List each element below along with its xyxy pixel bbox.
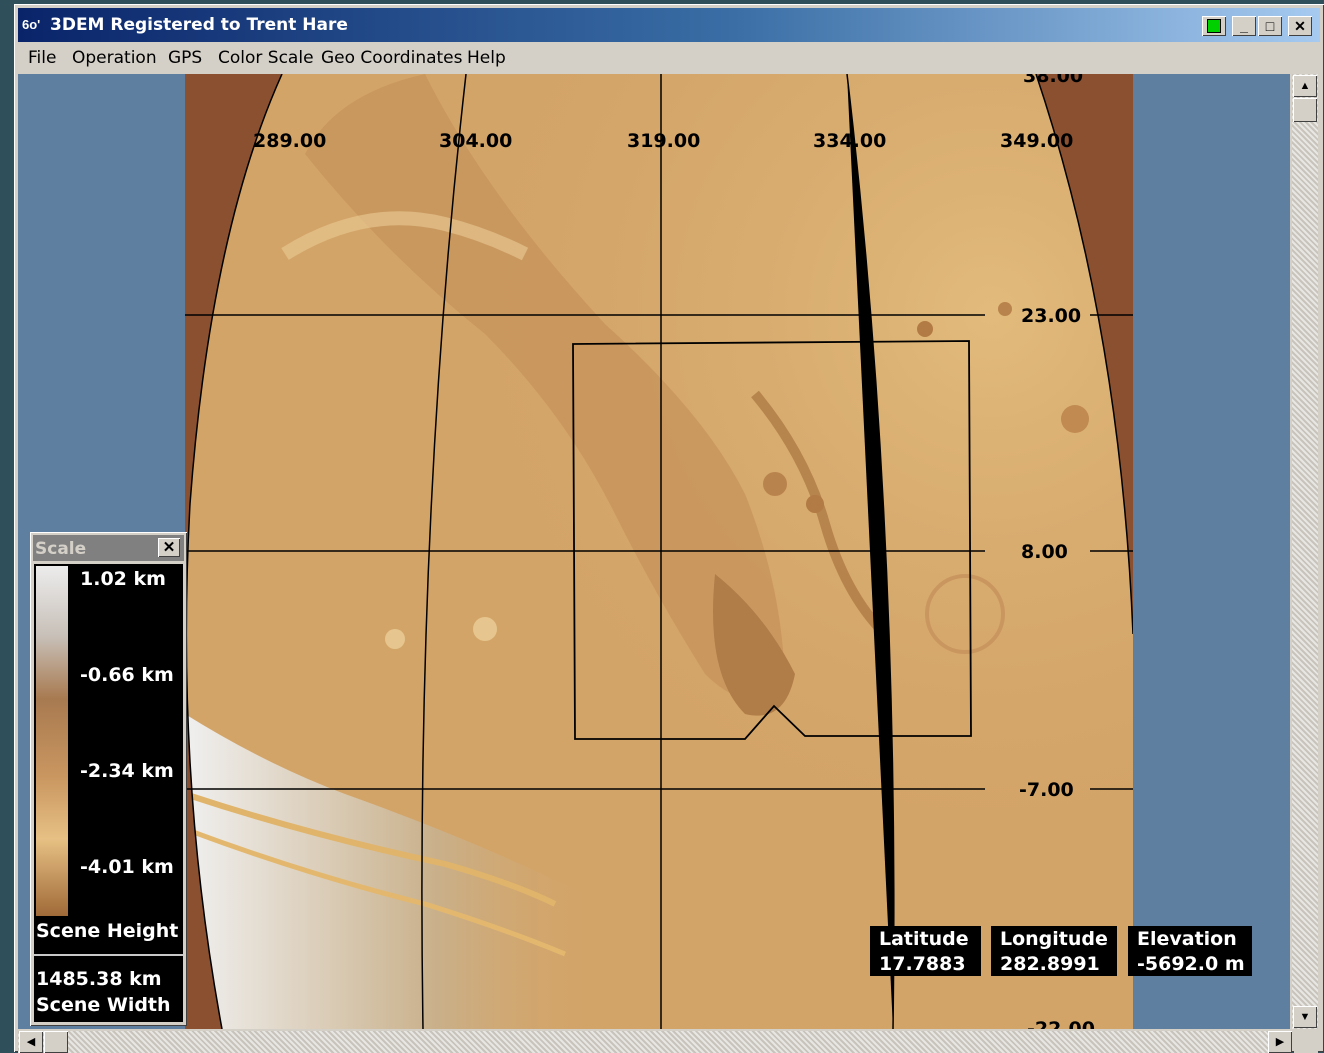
crater: [385, 629, 405, 649]
elevation-label: Elevation: [1137, 928, 1237, 950]
lon-label: 319.00: [627, 130, 700, 152]
horizontal-scroll-thumb[interactable]: [44, 1031, 68, 1053]
lon-label: 289.00: [253, 130, 326, 152]
scale-tick: -2.34 km: [80, 760, 174, 782]
longitude-label: Longitude: [1000, 928, 1108, 950]
scale-tick: -0.66 km: [80, 664, 174, 686]
lat-label-top: 38.00: [1023, 74, 1083, 87]
chaos-terrain: [713, 574, 795, 716]
longitude-readout: Longitude 282.8991: [991, 926, 1117, 976]
canyon-wall: [186, 791, 557, 907]
horizontal-scrollbar[interactable]: ◀ ▶: [18, 1031, 1292, 1053]
outflow-channel: [751, 390, 889, 638]
close-button[interactable]: ✕: [1288, 16, 1312, 36]
crater: [763, 472, 787, 496]
elevation-readout: Elevation -5692.0 m: [1128, 926, 1252, 976]
menu-file[interactable]: File: [28, 48, 57, 68]
elevation-color-ramp: [36, 566, 68, 916]
crater: [473, 617, 497, 641]
scale-tick: -4.01 km: [80, 856, 174, 878]
title-bar[interactable]: 6o' 3DEM Registered to Trent Hare _ □ ✕: [18, 8, 1320, 42]
terrain-map[interactable]: 38.00 289.00 304.00 319.00 334.00 349.00…: [185, 74, 1133, 1029]
scale-legend: 1.02 km -0.66 km -2.34 km -4.01 km Scene…: [34, 564, 183, 1022]
lon-label: 304.00: [439, 130, 512, 152]
selection-region[interactable]: [572, 340, 972, 740]
elevation-value: -5692.0 m: [1137, 953, 1245, 975]
lat-label: 23.00: [1021, 305, 1081, 327]
menu-bar: File Operation GPS Color Scale Geo Coord…: [18, 44, 1318, 72]
vertical-scroll-thumb[interactable]: [1293, 98, 1317, 122]
scale-title-bar[interactable]: Scale ✕: [33, 535, 184, 561]
lon-label: 349.00: [1000, 130, 1073, 152]
crater: [917, 321, 933, 337]
scale-panel[interactable]: Scale ✕ 1.02 km -0.66 km -2.34 km -4.01 …: [30, 532, 187, 1026]
scale-title: Scale: [35, 539, 87, 559]
menu-help[interactable]: Help: [467, 48, 506, 68]
meridian-line: [421, 74, 467, 1029]
lat-label: -7.00: [1019, 779, 1074, 801]
longitude-value: 282.8991: [1000, 953, 1100, 975]
menu-color-scale[interactable]: Color Scale: [218, 48, 314, 68]
lat-label-bottom: -22.00: [1027, 1018, 1095, 1029]
scale-close-button[interactable]: ✕: [158, 538, 180, 557]
projection-edge: [185, 74, 283, 1029]
crater: [1061, 405, 1089, 433]
scale-divider: [34, 954, 183, 956]
glasses-icon[interactable]: 6o': [22, 17, 41, 32]
latitude-label: Latitude: [879, 928, 969, 950]
scroll-up-button[interactable]: ▲: [1293, 75, 1317, 97]
lon-label: 334.00: [813, 130, 886, 152]
channel-lowland: [305, 74, 785, 701]
scene-width-value: 1485.38 km: [36, 968, 162, 990]
lat-label: 8.00: [1021, 541, 1068, 563]
resize-grip-icon[interactable]: [1294, 1031, 1318, 1053]
window-title: 3DEM Registered to Trent Hare: [50, 15, 348, 35]
scroll-right-button[interactable]: ▶: [1268, 1031, 1292, 1053]
crater: [806, 495, 824, 513]
latitude-value: 17.7883: [879, 953, 966, 975]
map-viewport[interactable]: 38.00 289.00 304.00 319.00 334.00 349.00…: [18, 74, 1290, 1029]
scene-width-label: Scene Width: [36, 994, 171, 1016]
vertical-scrollbar[interactable]: ▲ ▼: [1292, 74, 1318, 1029]
menu-geo-coordinates[interactable]: Geo Coordinates: [321, 48, 463, 68]
crater: [998, 302, 1012, 316]
crater: [925, 574, 1005, 654]
maximize-button[interactable]: □: [1258, 16, 1282, 36]
scroll-down-button[interactable]: ▼: [1293, 1006, 1317, 1028]
menu-gps[interactable]: GPS: [168, 48, 203, 68]
scene-height-label: Scene Height: [36, 920, 179, 942]
canyon-wall-2: [186, 826, 566, 957]
canyon-system: [186, 714, 605, 1029]
status-button[interactable]: [1202, 16, 1226, 36]
status-green-icon: [1207, 19, 1221, 33]
projection-edge: [1035, 74, 1133, 635]
latitude-readout: Latitude 17.7883: [870, 926, 981, 976]
minimize-button[interactable]: _: [1232, 16, 1256, 36]
ridge-valley: [281, 211, 529, 261]
app-window: 6o' 3DEM Registered to Trent Hare _ □ ✕ …: [14, 4, 1324, 1053]
scroll-left-button[interactable]: ◀: [19, 1031, 43, 1053]
menu-operation[interactable]: Operation: [72, 48, 157, 68]
scale-tick: 1.02 km: [80, 568, 166, 590]
